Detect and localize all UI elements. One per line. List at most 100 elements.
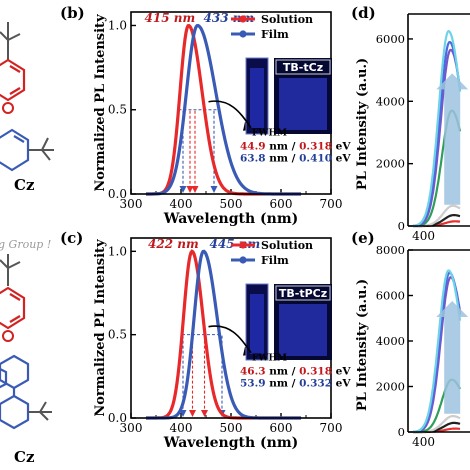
panel-b-label: (b) — [60, 4, 85, 22]
panel-b-fwhm-film-nm-unit: nm / — [266, 153, 300, 165]
panel-c-fwhm-film-ev: 0.332 — [299, 378, 332, 390]
b-x-tick-label-0: 300 — [120, 197, 143, 211]
panel-b-chart: (b) Normalized PL Intensity Wavelength (… — [60, 4, 351, 227]
panel-d-ticks: 0 2000 4000 6000 400 — [376, 32, 435, 243]
panel-c-ticks: 300 400 500 600 700 0.0 0.5 1.0 — [108, 244, 343, 435]
panel-c-solution-peak-label: 422 nm — [148, 237, 199, 251]
e-y-tick-label-1: 2000 — [376, 380, 405, 394]
panel-b-fwhm-label: FWHM — [252, 129, 287, 139]
panel-c-fwhm-solution-ev: 0.318 — [299, 366, 332, 378]
d-x-tick-label-0: 400 — [412, 229, 435, 243]
blue-ring-top — [0, 128, 30, 172]
panel-c-legend-film: Film — [261, 254, 289, 267]
tert-butyl-group-bottom — [0, 254, 21, 286]
d-y-tick-label-2: 4000 — [376, 94, 405, 108]
panel-c-fwhm-solution-nm: 46.3 — [240, 366, 266, 378]
panel-c-fwhm-solution-nm-unit: nm / — [266, 366, 300, 378]
panel-b-inset-label: TB-tCz — [283, 61, 323, 74]
panel-d-frame — [407, 13, 470, 227]
oxygen-atom-top — [2, 102, 14, 114]
c-y-tick-label-0: 0.0 — [108, 411, 127, 425]
panel-c-x-axis-label: Wavelength (nm) — [163, 435, 299, 451]
panel-c-fwhm-film-ev-unit: eV — [332, 378, 351, 390]
molecule-label-bottom: Cz — [14, 448, 35, 466]
panel-e-y-axis-label: PL Intensity (a.u.) — [355, 279, 370, 411]
panel-b-legend-film: Film — [261, 28, 289, 41]
panel-e-increase-arrow — [436, 300, 469, 414]
d-y-tick-label-1: 2000 — [376, 157, 405, 171]
b-solution-vial-glow — [250, 68, 264, 128]
b-x-tick-label-2: 500 — [220, 197, 243, 211]
d-spectrum-6 — [413, 29, 462, 227]
panel-d-label: (d) — [351, 4, 376, 22]
c-film-glow — [279, 304, 327, 356]
panel-c-legend-film-marker — [239, 256, 247, 264]
panel-b-legend-solution: Solution — [261, 13, 313, 26]
panel-c-fwhm-solution-value: 46.3 nm / 0.318 eV — [240, 366, 351, 378]
panel-e-label: (e) — [351, 229, 375, 247]
panel-b-fwhm-film-nm: 63.8 — [240, 153, 266, 165]
panel-b-fwhm-solution-nm: 44.9 — [240, 141, 266, 153]
b-drop-arrowhead-2 — [191, 186, 199, 193]
panel-c-chart: (c) Normalized PL Intensity Wavelength (… — [60, 229, 351, 451]
panel-c-legend-solution: Solution — [261, 239, 313, 252]
b-y-tick-label-0: 0.0 — [108, 187, 127, 201]
d-y-tick-label-3: 6000 — [376, 32, 405, 46]
panel-c-photo-inset — [245, 283, 332, 361]
panel-b-x-axis-label: Wavelength (nm) — [163, 211, 299, 227]
c-solution-vial-glow — [250, 294, 264, 354]
c-film-label-box — [275, 285, 331, 301]
c-y-tick-label-1: 0.5 — [108, 328, 127, 342]
e-spectrum-6 — [412, 269, 462, 433]
panel-e-frame — [407, 249, 470, 433]
b-x-tick-label-1: 400 — [170, 197, 193, 211]
panel-b-legend: Solution Film — [231, 13, 313, 41]
group-caption: g Group ! — [0, 238, 51, 251]
panel-b-solution-peak-label: 415 nm — [145, 11, 196, 25]
tert-butyl-group-top-right — [28, 137, 54, 161]
panel-c-label: (c) — [60, 229, 83, 247]
panel-e-curves — [412, 269, 462, 434]
red-ring-bottom — [0, 286, 26, 330]
panel-c-fwhm-arrow — [208, 325, 252, 354]
b-y-tick-label-2: 1.0 — [108, 18, 127, 32]
panel-b-fwhm-film-ev-unit: eV — [332, 153, 351, 165]
panel-b-fwhm-solution-ev-unit: eV — [332, 141, 351, 153]
b-film-label-box — [275, 59, 331, 75]
e-y-tick-label-4: 8000 — [376, 243, 405, 257]
b-drop-arrowhead-3 — [210, 186, 218, 193]
b-x-tick-label-3: 600 — [270, 197, 293, 211]
c-y-tick-label-2: 1.0 — [108, 244, 127, 258]
e-x-tick-label-0: 400 — [412, 435, 435, 449]
panel-c-y-axis-label: Normalized PL Intensity — [93, 239, 108, 417]
panel-c-fwhm-film-value: 53.9 nm / 0.332 eV — [240, 378, 351, 390]
panel-b-fwhm-solution-value: 44.9 nm / 0.318 eV — [240, 141, 351, 153]
panel-c-fwhm-label: FWHM — [252, 354, 287, 364]
panel-c-fwhm-film-nm-unit: nm / — [266, 378, 300, 390]
panel-c-fwhm-film-nm: 53.9 — [240, 378, 266, 390]
panel-b-fwhm-film-ev: 0.410 — [299, 153, 332, 165]
panel-b-fwhm-solution-nm-unit: nm / — [266, 141, 300, 153]
panel-c-fwhm-solution-ev-unit: eV — [332, 366, 351, 378]
panel-b-fwhm-film-value: 63.8 nm / 0.410 eV — [240, 153, 351, 165]
panel-d-increase-arrow — [436, 73, 469, 205]
c-drop-arrowhead-2 — [201, 410, 208, 417]
panel-b-legend-film-marker — [239, 30, 247, 38]
c-x-tick-label-3: 600 — [270, 421, 293, 435]
d-y-tick-label-0: 0 — [398, 219, 405, 233]
e-y-tick-label-2: 4000 — [376, 334, 405, 348]
b-drop-arrowhead-0 — [179, 186, 187, 193]
c-drop-arrowhead-1 — [189, 410, 196, 417]
panel-b-fwhm-solution-ev: 0.318 — [299, 141, 332, 153]
oxygen-atom-bottom — [2, 330, 14, 342]
panel-e-ticks: 0 2000 4000 6000 8000 400 — [376, 243, 435, 449]
panel-c-legend: Solution Film — [231, 239, 313, 267]
e-y-tick-label-0: 0 — [398, 425, 405, 439]
b-y-tick-label-1: 0.5 — [108, 103, 127, 117]
panel-c-inset-label: TB-tPCz — [279, 287, 327, 300]
c-x-tick-label-4: 700 — [320, 421, 343, 435]
panel-b-fwhm-arrow — [208, 100, 252, 129]
molecule-label-top: Cz — [14, 176, 35, 194]
panel-d-y-axis-label: PL Intensity (a.u.) — [355, 58, 370, 190]
